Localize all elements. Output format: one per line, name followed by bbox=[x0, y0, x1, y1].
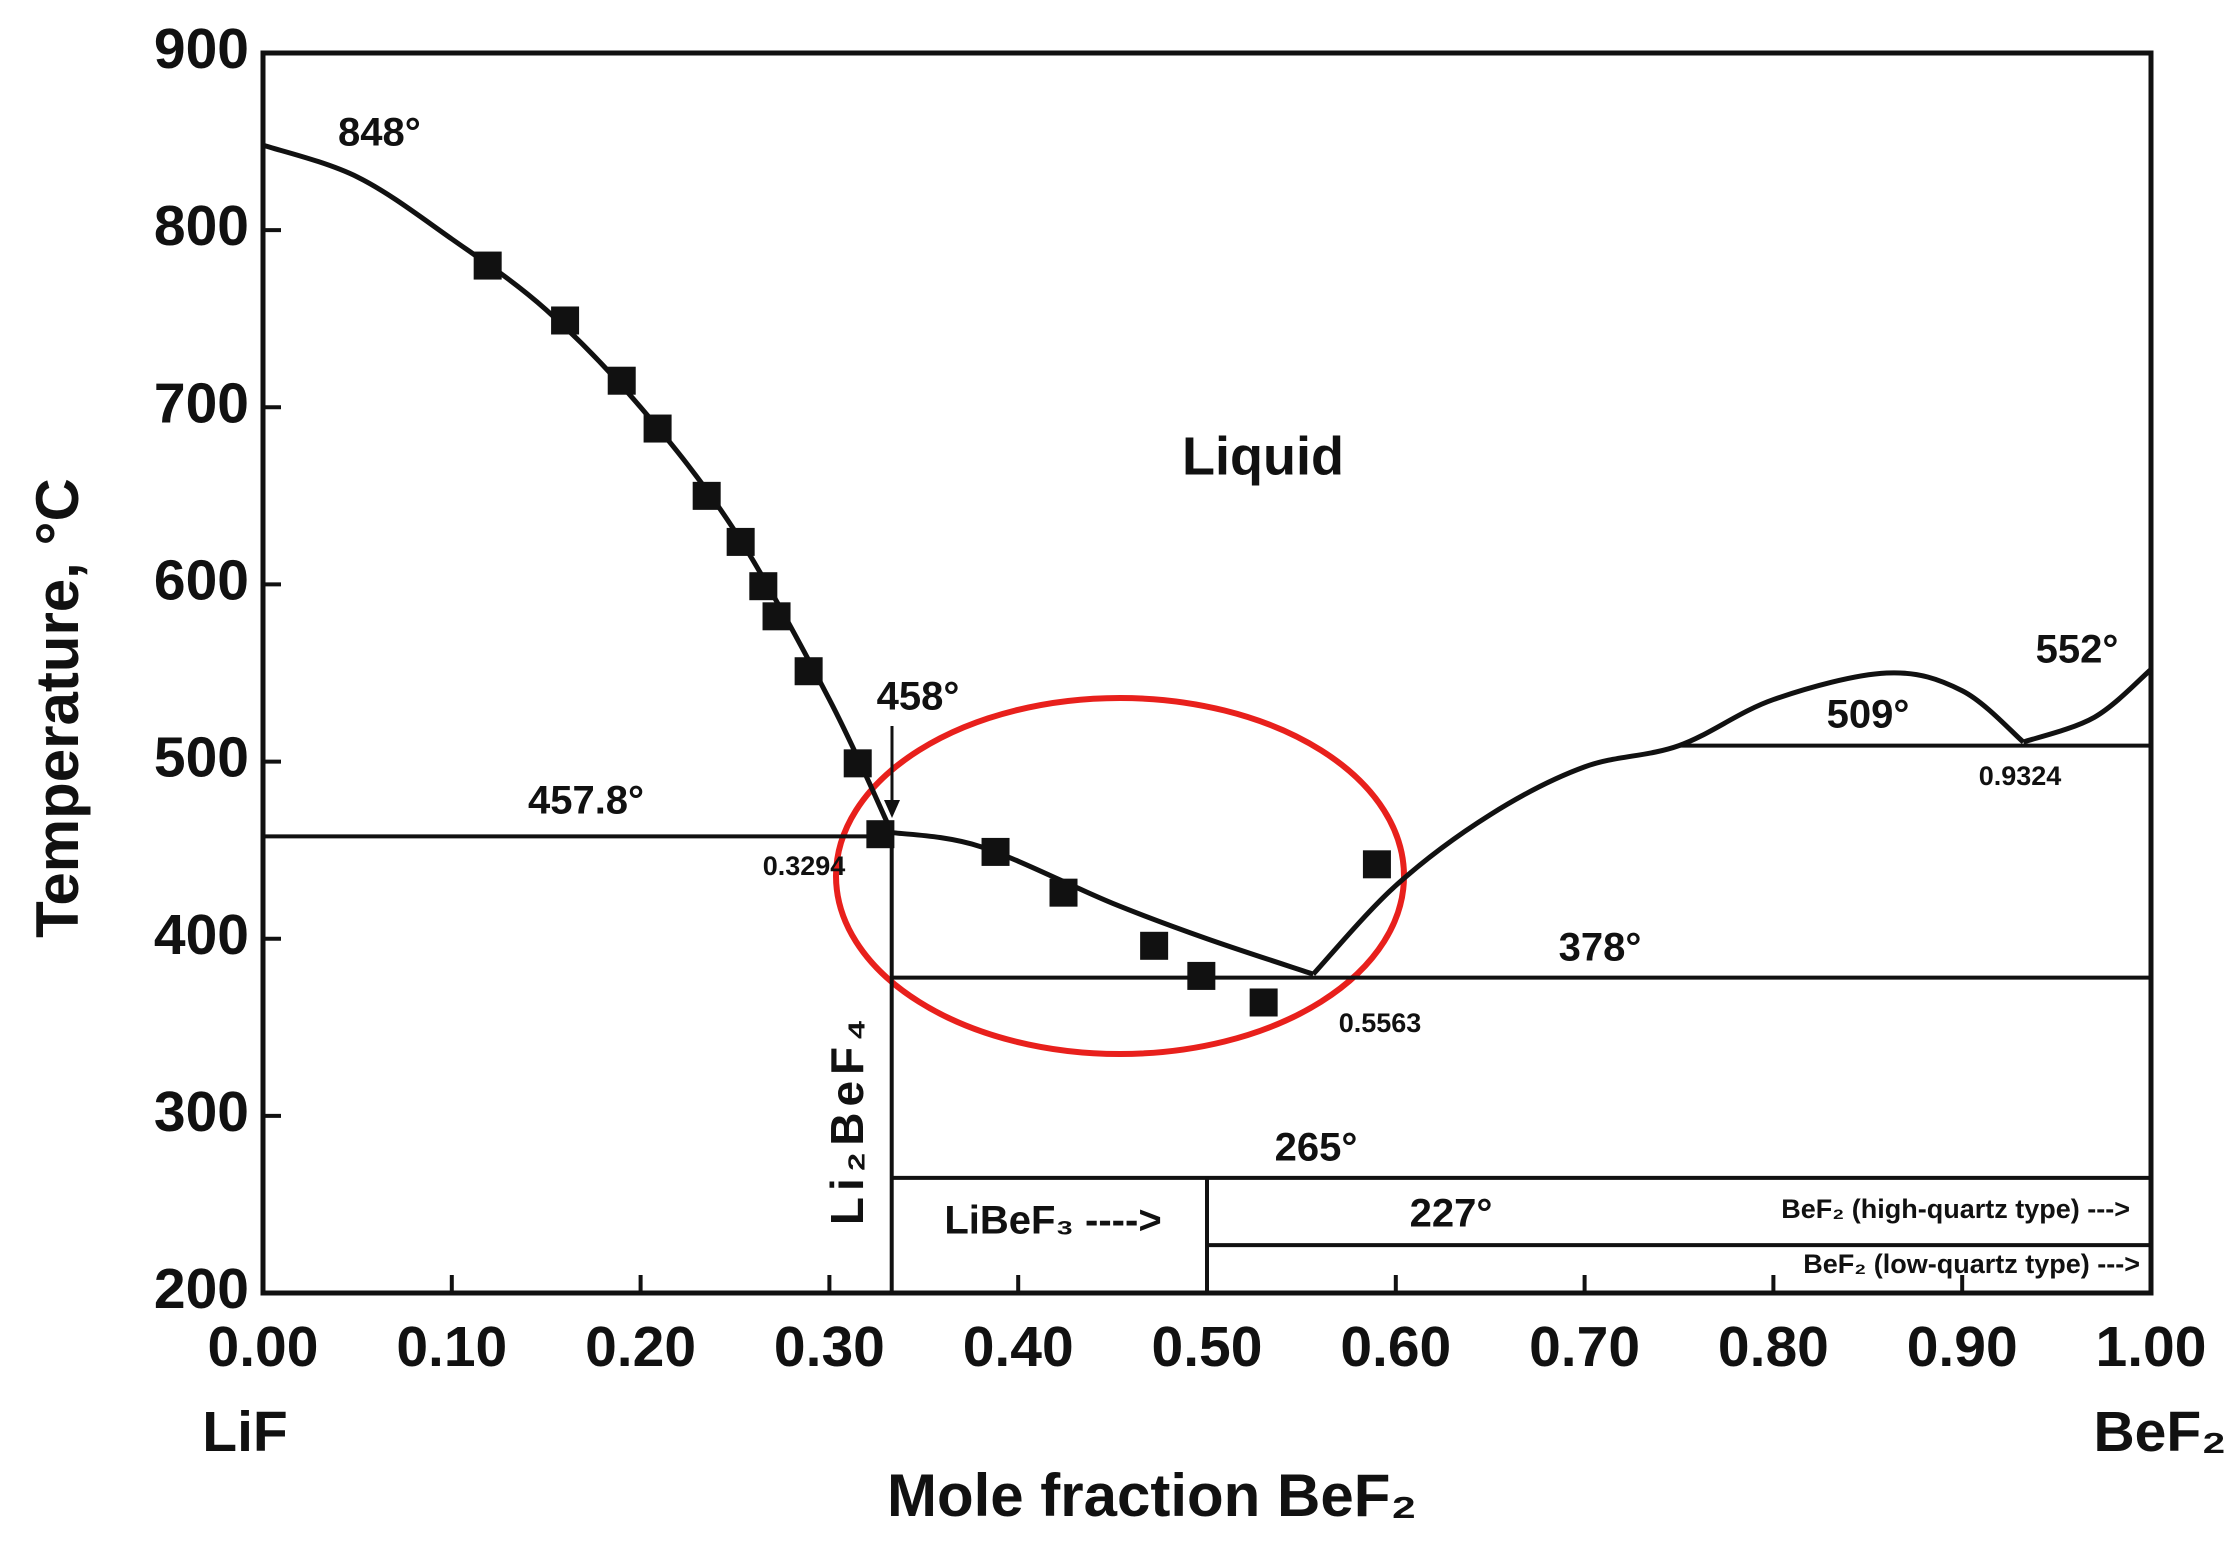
data-point bbox=[726, 527, 755, 556]
y-tick-label: 600 bbox=[154, 548, 249, 612]
data-point bbox=[692, 481, 721, 510]
annotation: 378° bbox=[1559, 926, 1642, 970]
annotation: Liquid bbox=[1182, 426, 1344, 486]
x-end-label: BeF₂ bbox=[2093, 1400, 2226, 1464]
liquidus-curve bbox=[2022, 667, 2153, 745]
data-point bbox=[643, 414, 672, 443]
data-point bbox=[843, 749, 872, 778]
annotation: LiBeF₃ ----> bbox=[944, 1199, 1161, 1243]
y-tick-label: 500 bbox=[154, 726, 249, 790]
annotation: 0.5563 bbox=[1339, 1008, 1422, 1038]
x-tick-label: 0.10 bbox=[396, 1315, 507, 1379]
x-tick-label: 0.00 bbox=[208, 1315, 319, 1379]
x-tick-label: 0.20 bbox=[585, 1315, 696, 1379]
data-point bbox=[794, 657, 823, 686]
y-tick-label: 700 bbox=[154, 371, 249, 435]
data-point bbox=[1049, 878, 1078, 907]
arrow-head bbox=[884, 800, 900, 818]
data-point bbox=[551, 306, 580, 335]
annotation: BeF₂ (low-quartz type) ---> bbox=[1803, 1249, 2140, 1279]
data-point bbox=[866, 820, 895, 849]
data-point bbox=[762, 602, 791, 631]
x-end-label: LiF bbox=[202, 1400, 287, 1464]
y-tick-label: 400 bbox=[154, 903, 249, 967]
annotation: 265° bbox=[1275, 1126, 1358, 1170]
x-tick-label: 0.60 bbox=[1340, 1315, 1451, 1379]
x-tick-label: 0.40 bbox=[963, 1315, 1074, 1379]
data-point bbox=[1362, 850, 1391, 879]
annotation: 0.3294 bbox=[763, 851, 846, 881]
x-tick-label: 0.80 bbox=[1718, 1315, 1829, 1379]
annotation: 509° bbox=[1827, 693, 1910, 737]
data-point bbox=[1140, 931, 1169, 960]
annotation: 458° bbox=[877, 675, 960, 719]
annotation: Li₂BeF₄ bbox=[821, 1013, 873, 1225]
liquidus-curve bbox=[262, 142, 894, 834]
annotation: 457.8° bbox=[528, 779, 644, 823]
y-tick-label: 800 bbox=[154, 194, 249, 258]
x-tick-label: 0.90 bbox=[1907, 1315, 2018, 1379]
annotation: 0.9324 bbox=[1979, 761, 2062, 791]
highlight-ellipse bbox=[833, 695, 1407, 1057]
y-tick-label: 300 bbox=[154, 1080, 249, 1144]
data-point bbox=[1249, 988, 1278, 1017]
y-axis-label: Temperature, °C bbox=[24, 478, 91, 938]
liquidus-curve bbox=[891, 829, 1315, 977]
data-point bbox=[473, 251, 502, 280]
annotation: 848° bbox=[338, 111, 421, 155]
annotation: 552° bbox=[2036, 628, 2119, 672]
x-tick-label: 1.00 bbox=[2096, 1315, 2207, 1379]
y-tick-label: 200 bbox=[154, 1257, 249, 1321]
x-tick-label: 0.70 bbox=[1529, 1315, 1640, 1379]
data-point bbox=[981, 837, 1010, 866]
liquidus-curve bbox=[1311, 670, 2026, 976]
annotation: 227° bbox=[1410, 1192, 1493, 1236]
x-tick-label: 0.30 bbox=[774, 1315, 885, 1379]
data-point bbox=[607, 366, 636, 395]
x-axis-label: Mole fraction BeF₂ bbox=[887, 1462, 1417, 1529]
data-point bbox=[1187, 961, 1216, 990]
annotation: BeF₂ (high-quartz type) ---> bbox=[1781, 1194, 2130, 1224]
data-point bbox=[749, 572, 778, 601]
y-tick-label: 900 bbox=[154, 17, 249, 81]
x-tick-label: 0.50 bbox=[1152, 1315, 1263, 1379]
